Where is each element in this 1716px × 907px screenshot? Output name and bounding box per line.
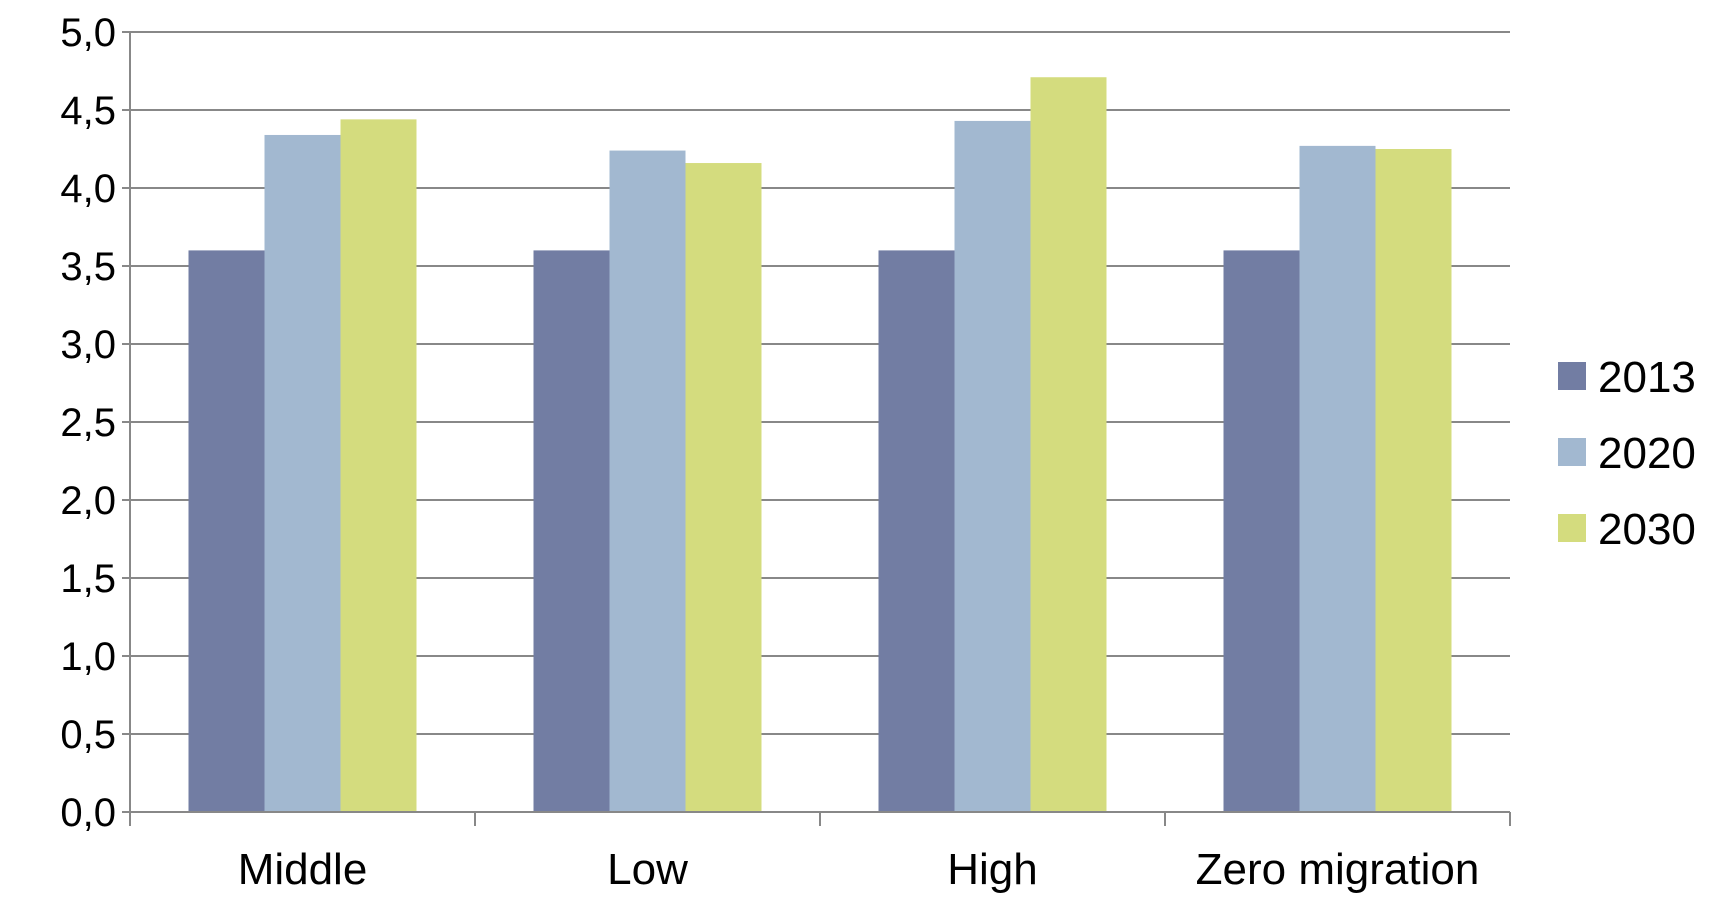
axes <box>122 31 1511 826</box>
x-category-label: Middle <box>238 845 368 894</box>
bar-2013-zero-migration <box>1223 250 1300 812</box>
y-axis-tick-labels: 0,0 0,5 1,0 1,5 2,0 2,5 3,0 3,5 4,0 4,5 5,0 <box>60 11 116 835</box>
bar-2020-high <box>954 120 1031 813</box>
y-tick-label: 4,0 <box>60 167 116 211</box>
bar-2020-middle <box>264 134 341 812</box>
legend: 2013 2020 2030 <box>1558 353 1696 554</box>
bar-2030-low <box>685 163 762 813</box>
bar-2013-low <box>533 250 610 812</box>
legend-label: 2013 <box>1598 353 1696 402</box>
y-tick-label: 2,5 <box>60 401 116 445</box>
y-tick-label: 3,5 <box>60 245 116 289</box>
bar-2030-zero-migration <box>1375 149 1452 812</box>
x-category-label: Zero migration <box>1196 845 1480 894</box>
y-tick-label: 0,0 <box>60 791 116 835</box>
y-tick-label: 1,0 <box>60 635 116 679</box>
y-tick-label: 2,0 <box>60 479 116 523</box>
x-axis-category-labels: Middle Low High Zero migration <box>238 845 1480 894</box>
legend-swatch <box>1558 514 1586 542</box>
legend-label: 2020 <box>1598 429 1696 478</box>
y-tick-label: 0,5 <box>60 713 116 757</box>
y-tick-label: 3,0 <box>60 323 116 367</box>
x-category-label: Low <box>607 845 688 894</box>
y-tick-label: 4,5 <box>60 89 116 133</box>
x-category-label: High <box>947 845 1038 894</box>
bars <box>188 77 1452 813</box>
bar-2020-zero-migration <box>1299 145 1376 812</box>
bar-2020-low <box>609 150 686 812</box>
bar-2013-middle <box>188 250 265 812</box>
bar-2030-middle <box>340 119 417 813</box>
y-tick-label: 5,0 <box>60 11 116 55</box>
y-tick-label: 1,5 <box>60 557 116 601</box>
legend-label: 2030 <box>1598 505 1696 554</box>
bar-2030-high <box>1030 77 1107 813</box>
legend-swatch <box>1558 362 1586 390</box>
legend-swatch <box>1558 438 1586 466</box>
bar-2013-high <box>878 250 955 812</box>
